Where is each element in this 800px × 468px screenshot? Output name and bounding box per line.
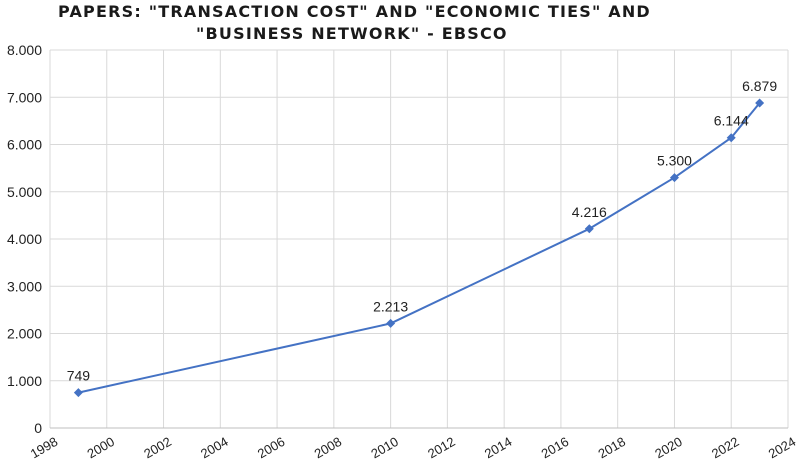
chart-title-line-2: "BUSINESS NETWORK" - EBSCO [196,24,508,43]
data-label: 6.144 [714,113,749,129]
x-tick-label: 2020 [652,434,685,461]
y-tick-label: 2.000 [7,326,42,342]
y-tick-label: 4.000 [7,231,42,247]
data-point-marker [755,98,765,108]
x-tick-label: 2022 [709,434,742,461]
series-line [78,102,761,394]
y-tick-label: 5.000 [7,184,42,200]
x-tick-label: 2004 [198,434,231,461]
data-label: 749 [67,368,91,384]
x-tick-label: 2024 [766,434,799,461]
data-label: 2.213 [373,298,408,314]
data-label: 4.216 [572,204,607,220]
x-tick-label: 2014 [482,434,515,461]
y-tick-label: 6.000 [7,137,42,153]
y-tick-label: 3.000 [7,278,42,294]
x-tick-label: 2000 [85,434,118,461]
y-tick-label: 1.000 [7,373,42,389]
y-tick-label: 0 [34,420,42,436]
data-label: 6.879 [742,78,777,94]
data-labels: 749 2.213 4.216 5.300 6.144 6.879 [67,78,778,384]
x-tick-label: 2008 [312,434,345,461]
x-tick-label: 2018 [595,434,628,461]
series-group [73,98,765,398]
x-axis-tick-labels: 1998 2000 2002 2004 2006 2008 2010 2012 2014 2016… [28,434,799,461]
data-point-marker [73,388,83,398]
y-axis-tick-labels: 0 1.000 2.000 3.000 4.000 5.000 6.000 7.000 8.00… [7,42,42,436]
data-point-marker [584,224,594,234]
data-point-marker [669,173,679,183]
x-tick-label: 2016 [539,434,572,461]
x-tick-label: 2006 [255,434,288,461]
x-tick-label: 2002 [141,434,174,461]
y-tick-label: 8.000 [7,42,42,58]
x-tick-label: 1998 [28,434,61,461]
x-tick-label: 2012 [425,434,458,461]
data-label: 5.300 [657,153,692,169]
gridlines [49,49,789,429]
chart-title-line-1: PAPERS: "TRANSACTION COST" AND "ECONOMIC… [58,2,651,21]
data-point-marker [386,318,396,328]
chart-title: PAPERS: "TRANSACTION COST" AND "ECONOMIC… [0,2,800,46]
data-point-marker [726,133,736,143]
x-tick-label: 2010 [368,434,401,461]
y-tick-label: 7.000 [7,89,42,105]
